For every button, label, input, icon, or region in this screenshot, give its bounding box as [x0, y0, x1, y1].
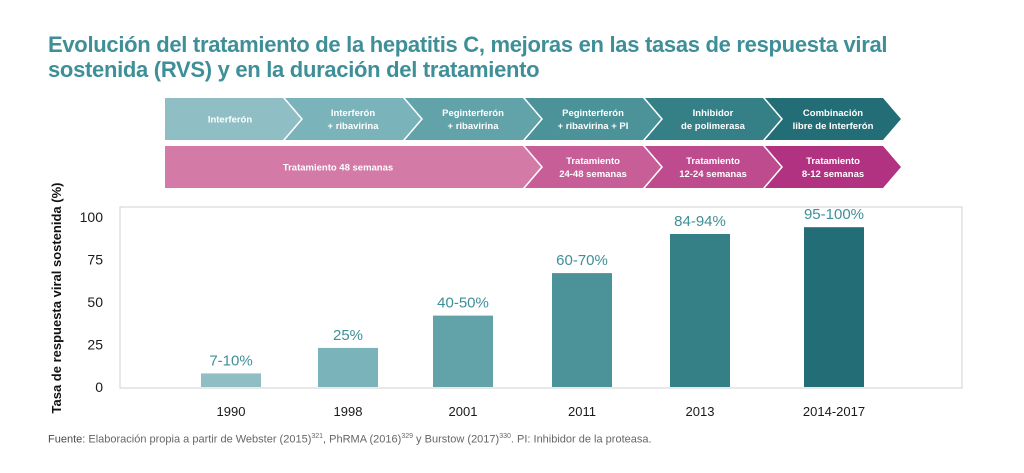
data-label: 95-100%: [804, 206, 864, 223]
data-label: 40-50%: [437, 295, 489, 312]
treatment-chevron: [765, 98, 901, 140]
data-label: 60-70%: [556, 252, 608, 269]
treatment-label-line: Interferón: [331, 108, 376, 119]
duration-label-line: Tratamiento: [806, 156, 860, 167]
treatment-chevron: [285, 98, 421, 140]
duration-label-line: 8-12 semanas: [802, 169, 864, 180]
duration-label: Tratamiento 24-48 semanas: [559, 156, 627, 180]
y-tick-label: 0: [95, 379, 103, 395]
treatment-label: Interferón + ribavirina: [328, 108, 380, 132]
duration-chevron: [645, 146, 781, 188]
x-tick-label: 2001: [449, 404, 478, 419]
x-tick-label: 2014-2017: [803, 404, 865, 419]
y-axis-label: Tasa de respuesta viral sostenida (%): [49, 183, 64, 414]
bar: [670, 234, 730, 387]
treatment-chevron: [525, 98, 661, 140]
data-label: 25%: [333, 327, 363, 344]
x-tick-label: 1998: [334, 404, 363, 419]
y-tick-label: 25: [87, 337, 103, 353]
duration-chevron: [525, 146, 661, 188]
plot-frame: [119, 206, 963, 389]
source-ref-3: 330: [499, 433, 511, 440]
source-label: Fuente:: [48, 433, 86, 446]
treatment-label-line: + ribavirina: [328, 121, 380, 132]
treatment-label-line: de polimerasa: [681, 121, 746, 132]
bar: [552, 273, 612, 387]
y-tick-label: 50: [87, 294, 103, 310]
treatment-label: Inhibidor de polimerasa: [681, 108, 746, 132]
duration-label-line: Tratamiento: [686, 156, 740, 167]
bar: [433, 315, 493, 387]
treatment-label: Interferón: [208, 115, 253, 126]
x-tick-label: 2011: [568, 404, 596, 419]
source-ref-2: 329: [401, 433, 413, 440]
treatment-label: Combinación libre de Interferón: [793, 108, 874, 132]
duration-label: Tratamiento 12-24 semanas: [679, 156, 747, 180]
treatment-label-line: Inhibidor: [693, 108, 734, 119]
data-label: 84-94%: [674, 213, 726, 230]
x-tick-label: 1990: [217, 404, 246, 419]
y-tick-label: 100: [80, 209, 104, 225]
source-ref-1: 321: [311, 433, 324, 440]
duration-label-line: 12-24 semanas: [679, 169, 747, 180]
treatment-label-line: + ribavirina + PI: [558, 121, 629, 132]
duration-label-line: 24-48 semanas: [559, 169, 627, 180]
source-text-4: . PI: Inhibidor de la proteasa.: [510, 433, 652, 446]
source-text-3: y Burstow (2017): [413, 433, 500, 446]
duration-label-line: Tratamiento: [566, 156, 620, 167]
treatment-label-line: libre de Interferón: [793, 121, 874, 132]
treatment-chevron: [405, 98, 541, 140]
treatment-chevron: [645, 98, 781, 140]
y-tick-label: 75: [87, 252, 103, 268]
treatment-label-line: Combinación: [803, 108, 863, 119]
treatment-chevron: [165, 98, 301, 140]
source-text-1: Elaboración propia a partir de Webster (…: [88, 433, 312, 446]
x-tick-label: 2013: [686, 404, 715, 419]
source-note: Fuente: Elaboración propia a partir de W…: [48, 433, 1008, 446]
treatment-label-line: Interferón: [208, 115, 253, 126]
chart-title: Evolución del tratamiento de la hepatiti…: [48, 32, 888, 82]
treatment-label: Peginterferón + ribavirina + PI: [558, 108, 629, 132]
duration-chevron: [165, 146, 541, 188]
duration-label-line: Tratamiento 48 semanas: [283, 163, 393, 174]
bar: [201, 373, 261, 387]
bar: [804, 227, 864, 387]
treatment-label-line: Peginterferón: [442, 108, 504, 119]
source-text-2: , PhRMA (2016): [323, 433, 402, 446]
treatment-label-line: Peginterferón: [562, 108, 624, 119]
treatment-label: Peginterferón + ribavirina: [442, 108, 504, 132]
treatment-label-line: + ribavirina: [448, 121, 500, 132]
duration-chevron: [765, 146, 901, 188]
duration-label: Tratamiento 8-12 semanas: [802, 156, 864, 180]
bar: [318, 347, 378, 387]
data-label: 7-10%: [209, 352, 252, 369]
duration-label: Tratamiento 48 semanas: [283, 163, 393, 174]
